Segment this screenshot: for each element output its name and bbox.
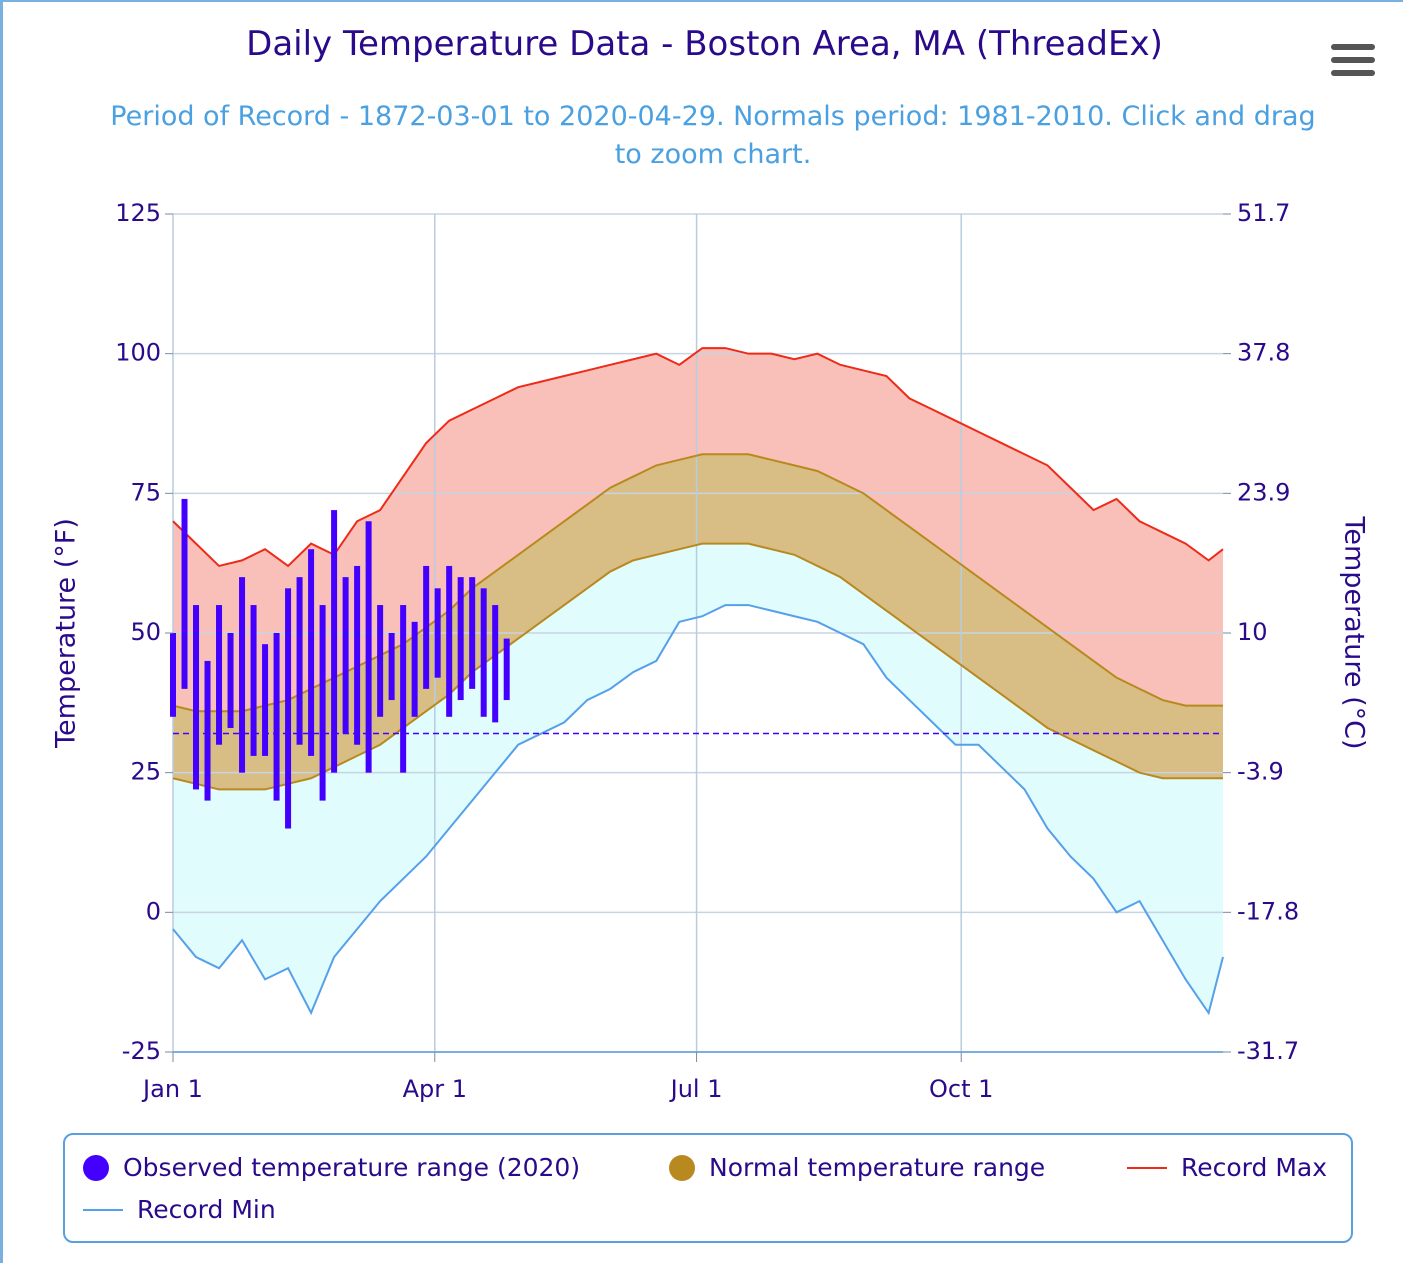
y-tick-label: 0 <box>146 897 161 925</box>
observed-bar <box>331 510 338 773</box>
legend-item[interactable]: Record Min <box>83 1195 276 1224</box>
menu-button[interactable] <box>1331 42 1375 78</box>
chart-title: Daily Temperature Data - Boston Area, MA… <box>246 24 1163 64</box>
normal-high-line <box>172 453 1223 713</box>
observed-bar <box>181 498 188 689</box>
observed-bar <box>446 565 453 717</box>
legend-label: Normal temperature range <box>709 1153 1046 1182</box>
observed-bar <box>342 577 349 734</box>
observed-bar <box>457 577 464 701</box>
observed-bar <box>492 605 499 723</box>
y-tick-label: 100 <box>115 339 161 367</box>
legend-swatch <box>83 1208 123 1211</box>
legend-swatch <box>669 1154 695 1181</box>
y2-tick-label: 37.8 <box>1237 339 1290 367</box>
chart: -25 0 25 50 75 100 125 -31.7 -17.8 -3.9 10 23.9 37.8… <box>51 199 1370 1103</box>
x-tick-label: Oct 1 <box>929 1075 993 1103</box>
y-axis-title: Temperature (°F) <box>51 518 82 749</box>
observed-bar <box>285 588 292 829</box>
observed-bar <box>239 577 246 773</box>
x-tick-label: Jan 1 <box>141 1075 203 1103</box>
y2-tick-label: 23.9 <box>1237 478 1290 506</box>
y2-tick-label: -3.9 <box>1237 758 1284 786</box>
observed-bar <box>400 605 407 773</box>
y2-tick-label: 51.7 <box>1237 199 1290 227</box>
observed-bar <box>411 621 418 717</box>
observed-bar <box>216 605 223 745</box>
observed-bar <box>170 633 176 717</box>
legend-item[interactable]: Normal temperature range <box>669 1153 1045 1182</box>
legend-label: Record Max <box>1181 1153 1328 1182</box>
observed-bar <box>308 549 315 756</box>
observed-bar <box>503 638 510 701</box>
x-tick-label: Jul 1 <box>669 1075 723 1103</box>
observed-bar <box>273 633 280 801</box>
legend-item[interactable]: Observed temperature range (2020) <box>83 1153 580 1182</box>
observed-bar <box>377 605 384 717</box>
y2-axis-title: Temperature (°C) <box>1339 515 1370 749</box>
observed-bar <box>319 605 326 801</box>
y-tick-label: 50 <box>130 618 161 646</box>
chart-subtitle: Period of Record - 1872-03-01 to 2020-04… <box>110 101 1316 170</box>
observed-bar <box>354 565 361 745</box>
y2-tick-label: -31.7 <box>1237 1037 1299 1065</box>
observed-bar <box>388 633 395 701</box>
observed-bar <box>423 565 430 689</box>
x-tick-label: Apr 1 <box>403 1075 467 1103</box>
observed-bar <box>365 521 372 773</box>
observed-bar <box>434 588 441 678</box>
observed-bar <box>296 577 303 745</box>
normal-low-line <box>172 542 1223 791</box>
observed-bar <box>204 660 211 801</box>
observed-bar <box>250 605 257 756</box>
legend-swatch <box>1127 1166 1167 1169</box>
record-min-line <box>172 604 1224 1016</box>
observed-bar <box>262 644 269 756</box>
legend: Observed temperature range (2020) Normal … <box>63 1133 1353 1243</box>
legend-label: Record Min <box>137 1195 276 1224</box>
observed-bar <box>193 605 200 790</box>
y2-tick-label: -17.8 <box>1237 897 1299 925</box>
observed-bar <box>469 577 476 689</box>
y2-tick-label: 10 <box>1237 618 1268 646</box>
y-tick-label: 125 <box>115 199 161 227</box>
legend-swatch <box>83 1154 109 1181</box>
observed-bar <box>227 633 234 728</box>
y-tick-label: -25 <box>122 1037 161 1065</box>
observed-bar <box>480 588 487 717</box>
record-max-line <box>172 347 1224 568</box>
legend-label: Observed temperature range (2020) <box>123 1153 581 1182</box>
legend-item[interactable]: Record Max <box>1127 1153 1327 1182</box>
y-tick-label: 25 <box>130 758 161 786</box>
y-tick-label: 75 <box>130 478 161 506</box>
